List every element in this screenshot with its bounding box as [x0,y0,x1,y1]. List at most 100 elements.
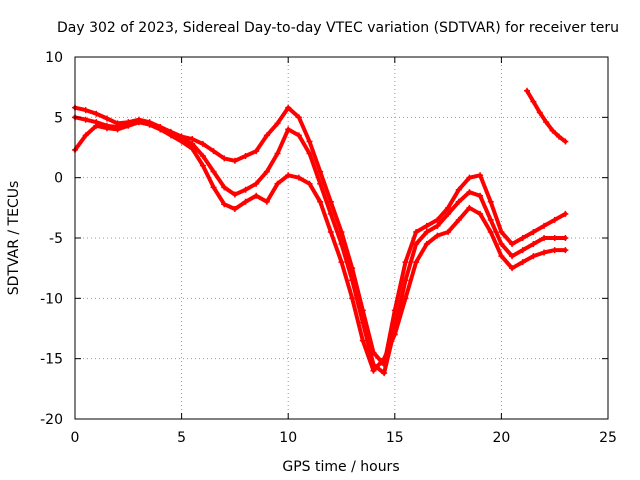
data-point-marker [551,216,558,223]
data-point-marker [210,168,217,175]
data-point-marker [242,198,249,205]
series-track-4 [523,87,569,145]
data-point-marker [359,319,366,326]
data-point-marker [423,228,430,235]
data-point-marker [423,241,430,248]
data-point-marker [391,331,398,338]
data-point-marker [402,259,409,266]
data-point-marker [82,116,89,123]
x-tick-label: 25 [599,430,617,446]
y-tick-label: 10 [45,50,63,66]
data-point-marker [477,172,484,179]
data-point-marker [402,277,409,284]
data-point-marker [413,228,420,235]
data-point-marker [466,204,473,211]
data-point-marker [306,180,313,187]
data-series [72,87,569,377]
y-tick-label: -5 [49,231,63,247]
data-point-marker [338,228,345,235]
data-point-marker [189,145,196,152]
data-point-marker [82,132,89,139]
data-point-marker [423,222,430,229]
data-point-marker [509,253,516,260]
data-point-marker [253,148,260,155]
data-point-marker [541,222,548,229]
data-point-marker [359,337,366,344]
data-point-marker [253,180,260,187]
data-point-marker [114,126,121,133]
y-tick-label: 5 [54,110,63,126]
data-point-marker [413,241,420,248]
data-point-marker [498,253,505,260]
data-point-marker [210,184,217,191]
data-point-marker [125,122,132,129]
data-point-marker [253,192,260,199]
data-point-marker [231,206,238,213]
data-point-marker [413,259,420,266]
y-axis-title: SDTVAR / TECUs [6,181,22,296]
chart-title: Day 302 of 2023, Sidereal Day-to-day VTE… [57,20,619,36]
y-tick-label: 0 [54,171,63,187]
data-point-marker [285,172,292,179]
data-point-marker [562,210,569,217]
data-point-marker [530,253,537,260]
data-point-marker [434,216,441,223]
data-point-marker [445,228,452,235]
x-tick-label: 20 [492,430,510,446]
data-point-marker [263,132,270,139]
y-tick-label: -20 [40,412,63,428]
data-point-marker [327,228,334,235]
data-point-marker [562,247,569,254]
series-track-3 [72,119,569,374]
data-point-marker [455,186,462,193]
data-point-marker [477,192,484,199]
data-point-marker [210,148,217,155]
data-point-marker [274,120,281,127]
data-point-marker [402,295,409,302]
data-point-marker [221,184,228,191]
data-point-marker [274,180,281,187]
data-point-marker [295,114,302,121]
data-point-marker [541,235,548,241]
data-point-marker [327,198,334,205]
data-point-marker [167,132,174,139]
data-point-marker [221,201,228,208]
data-point-marker [530,228,537,235]
data-point-marker [295,132,302,139]
data-point-marker [562,235,569,241]
grid-lines [75,57,608,419]
data-point-marker [103,125,110,132]
data-point-marker [519,247,526,254]
data-point-marker [199,162,206,169]
x-tick-label: 15 [386,430,404,446]
data-point-marker [103,115,110,122]
data-point-marker [263,198,270,205]
data-point-marker [541,249,548,256]
data-point-marker [274,150,281,157]
data-point-marker [445,210,452,217]
series-track-1 [72,104,569,368]
data-point-marker [306,150,313,157]
data-point-marker [317,198,324,205]
data-point-marker [327,210,334,217]
data-point-marker [530,241,537,248]
data-point-marker [551,247,558,254]
data-point-marker [543,119,550,126]
data-point-marker [523,87,530,94]
data-point-marker [285,126,292,133]
data-point-marker [445,204,452,211]
axis-ticks: 0 5 10 15 20 25 -20 -15 -10 -5 0 5 10 [40,50,617,446]
data-point-marker [285,104,292,111]
data-point-marker [338,241,345,248]
data-point-marker [381,355,388,362]
data-point-marker [221,155,228,162]
data-point-marker [487,198,494,205]
data-point-marker [519,235,526,241]
data-point-marker [466,189,473,196]
data-point-marker [146,121,153,128]
data-point-marker [349,295,356,302]
data-point-marker [509,241,516,248]
data-point-marker [562,138,569,145]
data-point-marker [466,174,473,181]
